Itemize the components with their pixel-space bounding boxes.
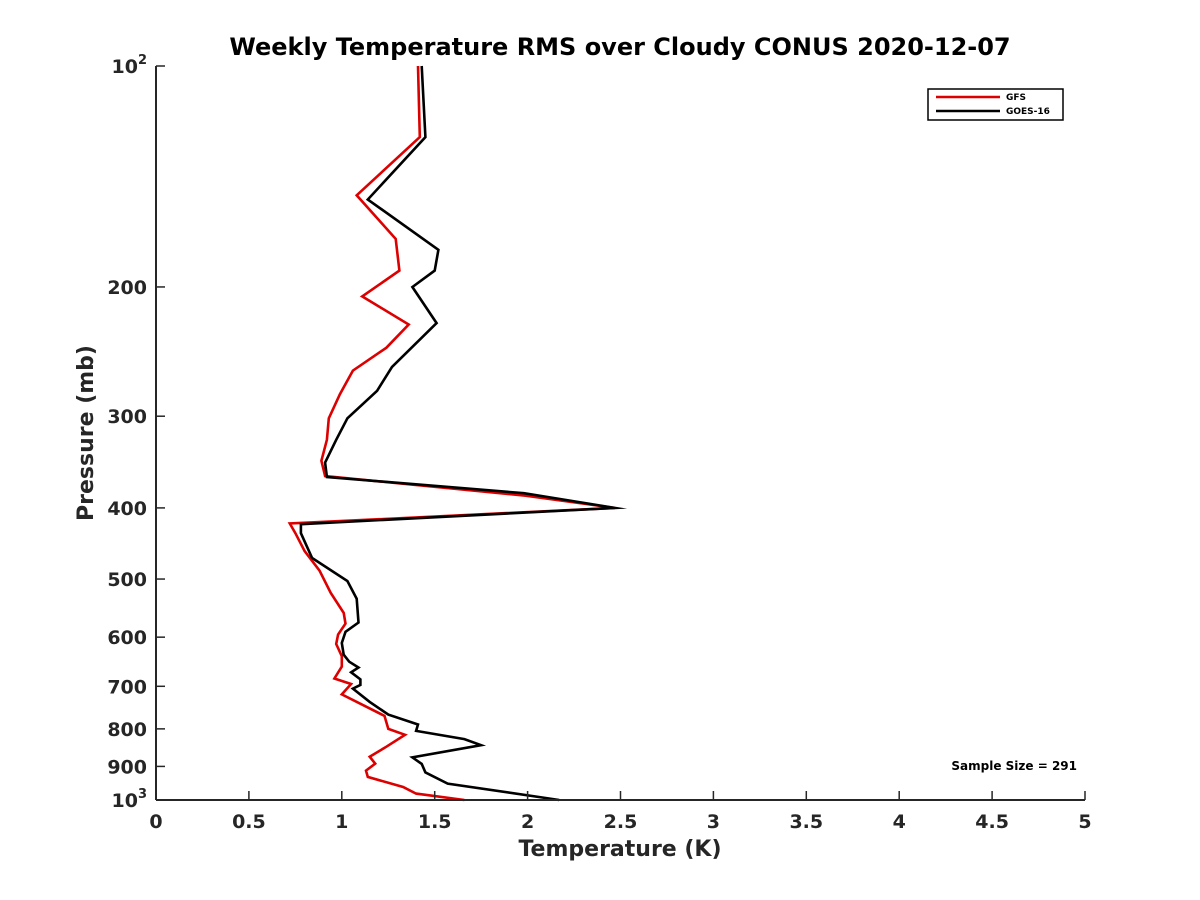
- y-tick-label: 200: [107, 277, 147, 299]
- series-line-goes-16: [299, 65, 628, 802]
- y-tick-label: 300: [107, 406, 147, 428]
- y-tick-label: 400: [107, 498, 147, 520]
- legend-box: [927, 88, 1064, 121]
- x-tick-label: 4: [893, 811, 906, 833]
- x-tick-label: 0: [149, 811, 162, 833]
- x-tick-label: 1: [335, 811, 348, 833]
- ticks-layer: 0 0.5 1 1.5 2 2.5 3 3.5 4 4.5 5 102 200 300 400 500 600 7…: [107, 53, 1091, 833]
- legend: GFS GOES-16: [927, 88, 1064, 121]
- y-tick-label: 900: [107, 756, 147, 778]
- y-tick-label: 500: [107, 569, 147, 591]
- x-axis-label: Temperature (K): [518, 837, 721, 862]
- x-tick-label: 3.5: [789, 811, 823, 833]
- y-tick-label: 700: [107, 676, 147, 698]
- y-axis-label: Pressure (mb): [74, 345, 99, 521]
- x-tick-label: 1.5: [418, 811, 452, 833]
- chart-title: Weekly Temperature RMS over Cloudy CONUS…: [229, 33, 1010, 61]
- x-tick-label: 2.5: [604, 811, 638, 833]
- series-line-gfs: [287, 65, 616, 802]
- legend-label-gfs: GFS: [1006, 93, 1026, 103]
- x-tick-label: 3: [707, 811, 720, 833]
- series-layer: [287, 65, 628, 802]
- y-tick-label: 102: [112, 53, 148, 78]
- x-tick-label: 2: [521, 811, 534, 833]
- x-tick-label: 5: [1078, 811, 1091, 833]
- y-tick-label: 600: [107, 627, 147, 649]
- x-tick-label: 4.5: [975, 811, 1009, 833]
- legend-label-goes-16: GOES-16: [1006, 107, 1050, 117]
- sample-size-annotation: Sample Size = 291: [951, 759, 1077, 773]
- x-tick-label: 0.5: [232, 811, 266, 833]
- y-tick-label: 103: [112, 787, 148, 812]
- y-tick-label: 800: [107, 719, 147, 741]
